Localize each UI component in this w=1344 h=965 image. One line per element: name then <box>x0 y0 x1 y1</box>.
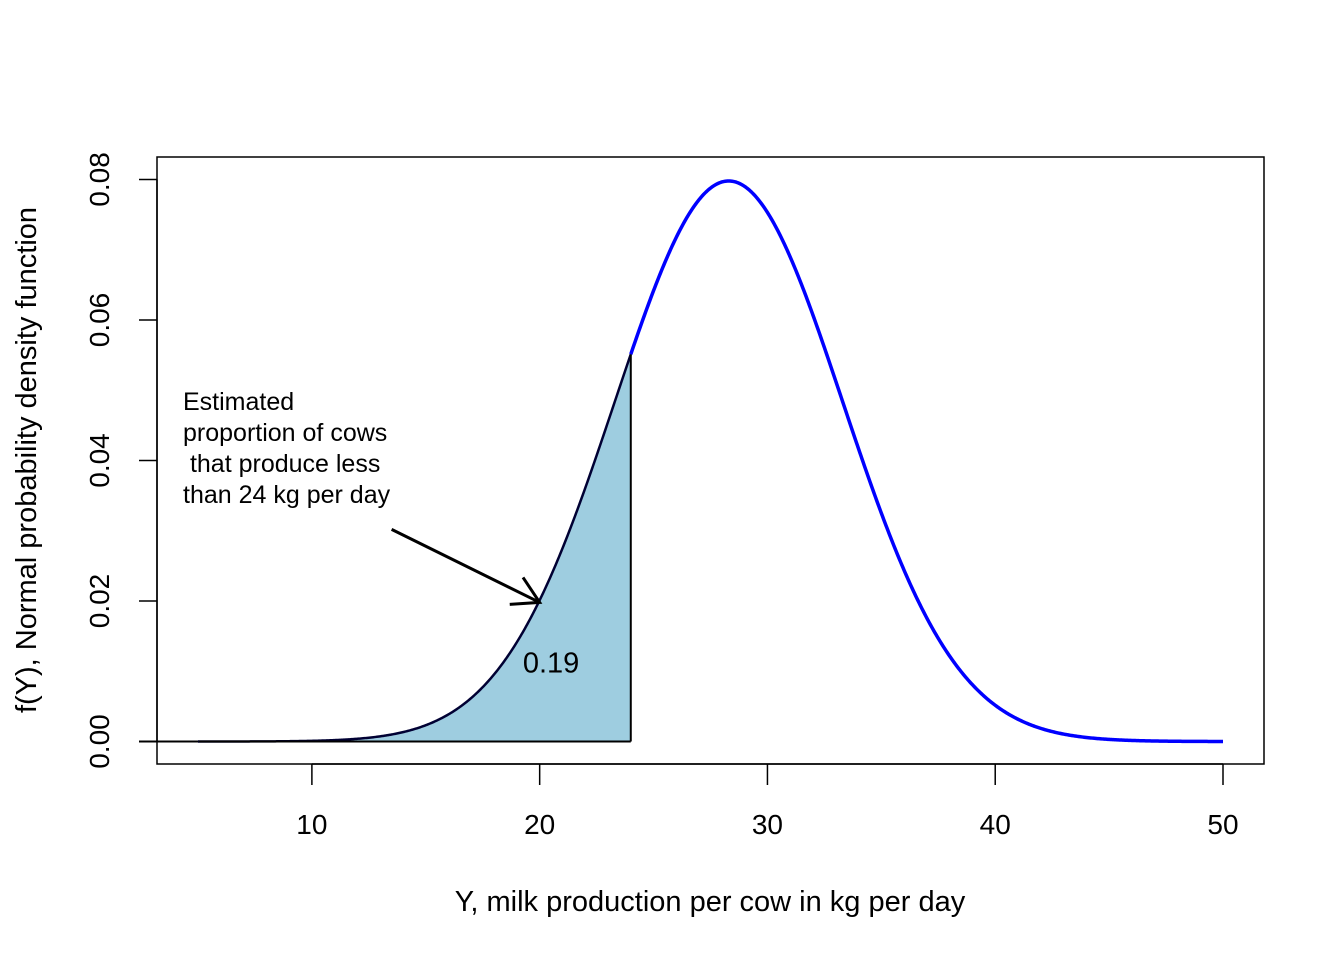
x-tick-label: 50 <box>1207 809 1238 840</box>
annotation-line: proportion of cows <box>183 419 387 447</box>
shaded-area-label: 0.19 <box>523 648 579 680</box>
y-tick-label: 0.00 <box>84 714 115 769</box>
x-tick-label: 40 <box>980 809 1011 840</box>
y-tick-label: 0.06 <box>84 293 115 348</box>
x-tick-label: 10 <box>296 809 327 840</box>
x-tick-label: 20 <box>524 809 555 840</box>
y-tick-label: 0.02 <box>84 574 115 629</box>
annotation-arrow-shaft <box>390 528 541 604</box>
annotation-line: than 24 kg per day <box>183 481 391 509</box>
x-axis-title: Y, milk production per cow in kg per day <box>455 886 966 918</box>
annotation: Estimated proportion of cows that produce… <box>183 388 543 606</box>
x-tick-label: 30 <box>752 809 783 840</box>
y-tick-label: 0.04 <box>84 433 115 488</box>
annotation-line: Estimated <box>183 388 294 416</box>
x-axis: 10 20 30 40 50 <box>296 763 1239 840</box>
shaded-area <box>198 354 631 742</box>
y-axis: 0.00 0.02 0.04 0.06 0.08 <box>84 152 158 769</box>
annotation-line: that produce less <box>183 450 380 478</box>
density-curve <box>629 179 1224 744</box>
y-tick-label: 0.08 <box>84 152 115 207</box>
y-axis-title: f(Y), Normal probability density functio… <box>11 207 43 713</box>
annotation-arrow-head <box>509 576 543 606</box>
